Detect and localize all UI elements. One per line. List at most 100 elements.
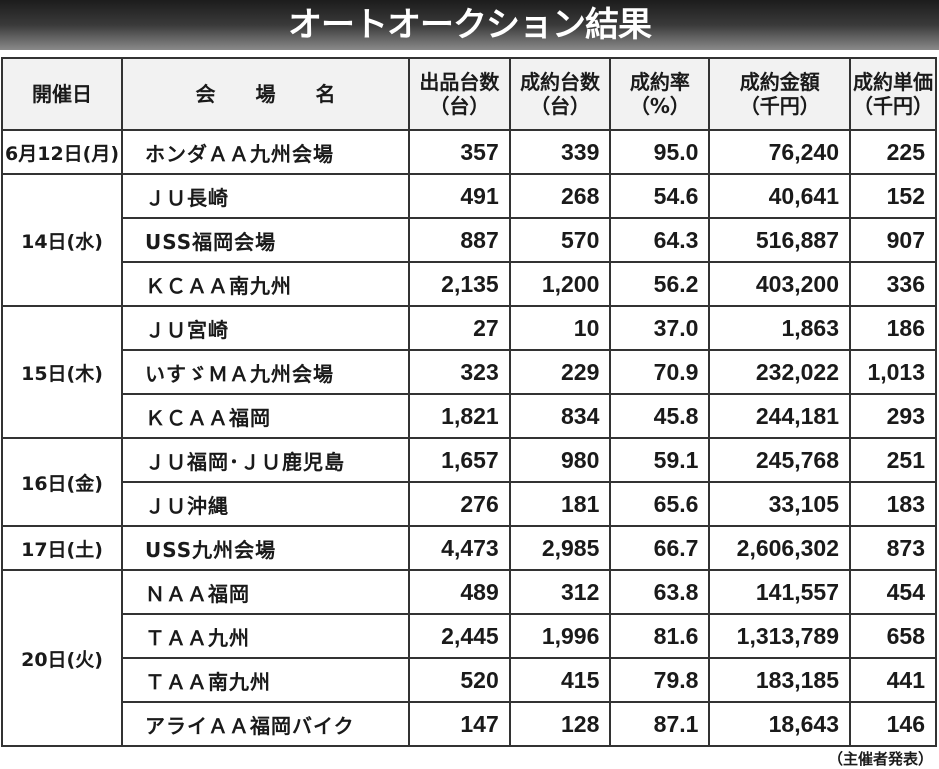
col-unit-price: 成約単価 （千円）: [849, 57, 937, 131]
date-cell: 17日(土): [0, 525, 124, 571]
amount-cell: 33,105: [708, 481, 851, 527]
col-venue: 会 場 名: [121, 57, 411, 131]
rate-cell: 59.1: [609, 437, 711, 483]
amount-cell: 403,200: [708, 261, 851, 307]
amount-cell: 76,240: [708, 129, 851, 175]
sold-cell: 229: [508, 349, 612, 395]
listed-cell: 276: [408, 481, 511, 527]
rate-cell: 81.6: [609, 613, 711, 659]
listed-cell: 357: [408, 129, 511, 175]
unit-price-cell: 186: [849, 305, 937, 351]
unit-price-cell: 873: [849, 525, 937, 571]
venue-cell: ＪＵ沖縄: [121, 481, 411, 527]
table-row: 17日(土) USS九州会場 4,473 2,985 66.7 2,606,302 873: [0, 525, 937, 571]
listed-cell: 1,657: [408, 437, 511, 483]
sold-cell: 570: [508, 217, 612, 263]
table-row: 16日(金) ＪＵ福岡･ＪＵ鹿児島 1,657 980 59.1 245,768 251: [0, 437, 937, 527]
unit-price-cell: 225: [849, 129, 937, 175]
listed-cell: 1,821: [408, 393, 511, 439]
sold-cell: 415: [508, 657, 612, 703]
amount-cell: 183,185: [708, 657, 851, 703]
venue-cell: USS九州会場: [121, 525, 411, 571]
rate-cell: 45.8: [609, 393, 711, 439]
amount-cell: 232,022: [708, 349, 851, 395]
listed-cell: 887: [408, 217, 511, 263]
sold-cell: 1,200: [508, 261, 612, 307]
amount-cell: 245,768: [708, 437, 851, 483]
date-cell: 6月12日(月): [0, 129, 124, 175]
table-row: USS福岡会場 887 570 64.3 516,887 907: [2, 217, 937, 263]
unit-price-cell: 658: [849, 613, 937, 659]
listed-cell: 2,135: [408, 261, 511, 307]
table-row: 14日(水) ＪＵ長崎 491 268 54.6 40,641 152: [0, 173, 937, 307]
date-cell: 20日(火): [0, 569, 124, 747]
amount-cell: 40,641: [708, 173, 851, 219]
venue-cell: ホンダＡＡ九州会場: [121, 129, 411, 175]
rate-cell: 79.8: [609, 657, 711, 703]
sold-cell: 128: [508, 701, 612, 747]
listed-cell: 489: [408, 569, 511, 615]
listed-cell: 2,445: [408, 613, 511, 659]
sold-cell: 339: [508, 129, 612, 175]
unit-price-cell: 441: [849, 657, 937, 703]
sold-cell: 834: [508, 393, 612, 439]
amount-cell: 244,181: [708, 393, 851, 439]
date-cell: 16日(金): [0, 437, 124, 527]
rate-cell: 70.9: [609, 349, 711, 395]
sold-cell: 268: [508, 173, 612, 219]
venue-cell: USS福岡会場: [121, 217, 411, 263]
sold-cell: 1,996: [508, 613, 612, 659]
unit-price-cell: 454: [849, 569, 937, 615]
rate-cell: 87.1: [609, 701, 711, 747]
table-row: ＫＣＡＡ福岡 1,821 834 45.8 244,181 293: [2, 393, 937, 439]
col-sold: 成約台数 （台）: [508, 57, 612, 131]
table-row: 6月12日(月) ホンダＡＡ九州会場 357 339 95.0 76,240 225: [0, 129, 937, 175]
listed-cell: 147: [408, 701, 511, 747]
unit-price-cell: 251: [849, 437, 937, 483]
venue-cell: ＫＣＡＡ南九州: [121, 261, 411, 307]
sold-cell: 10: [508, 305, 612, 351]
unit-price-cell: 336: [849, 261, 937, 307]
unit-price-cell: 293: [849, 393, 937, 439]
listed-cell: 27: [408, 305, 511, 351]
col-date: 開催日: [0, 57, 124, 131]
venue-cell: ＪＵ福岡･ＪＵ鹿児島: [121, 437, 411, 483]
table-row: 20日(火) ＮＡＡ福岡 489 312 63.8 141,557 454: [0, 569, 937, 747]
amount-cell: 1,313,789: [708, 613, 851, 659]
rate-cell: 64.3: [609, 217, 711, 263]
table-row: ＴＡＡ九州 2,445 1,996 81.6 1,313,789 658: [2, 613, 937, 659]
sold-cell: 980: [508, 437, 612, 483]
unit-price-cell: 152: [849, 173, 937, 219]
page-title: オートオークション結果: [0, 0, 939, 50]
rate-cell: 65.6: [609, 481, 711, 527]
venue-cell: ＫＣＡＡ福岡: [121, 393, 411, 439]
venue-cell: ＮＡＡ福岡: [121, 569, 411, 615]
unit-price-cell: 1,013: [849, 349, 937, 395]
listed-cell: 491: [408, 173, 511, 219]
table-row: アライＡＡ福岡バイク 147 128 87.1 18,643 146: [2, 701, 937, 747]
table-row: いすゞＭＡ九州会場 323 229 70.9 232,022 1,013: [2, 349, 937, 395]
listed-cell: 4,473: [408, 525, 511, 571]
auction-results-table: 開催日 会 場 名 出品台数 （台） 成約台数 （台） 成約率 （%） 成約金額 （千円…: [0, 57, 937, 747]
header-row: 開催日 会 場 名 出品台数 （台） 成約台数 （台） 成約率 （%） 成約金額 （千円…: [0, 57, 937, 131]
rate-cell: 54.6: [609, 173, 711, 219]
amount-cell: 1,863: [708, 305, 851, 351]
unit-price-cell: 907: [849, 217, 937, 263]
col-listed: 出品台数 （台）: [408, 57, 511, 131]
date-cell: 15日(木): [0, 305, 124, 439]
venue-cell: ＪＵ長崎: [121, 173, 411, 219]
sold-cell: 2,985: [508, 525, 612, 571]
unit-price-cell: 183: [849, 481, 937, 527]
venue-cell: アライＡＡ福岡バイク: [121, 701, 411, 747]
venue-cell: いすゞＭＡ九州会場: [121, 349, 411, 395]
col-rate: 成約率 （%）: [609, 57, 711, 131]
table-row: ＪＵ沖縄 276 181 65.6 33,105 183: [2, 481, 937, 527]
venue-cell: ＪＵ宮崎: [121, 305, 411, 351]
rate-cell: 66.7: [609, 525, 711, 571]
amount-cell: 2,606,302: [708, 525, 851, 571]
table-row: 15日(木) ＪＵ宮崎 27 10 37.0 1,863 186: [0, 305, 937, 439]
amount-cell: 516,887: [708, 217, 851, 263]
venue-cell: ＴＡＡ九州: [121, 613, 411, 659]
amount-cell: 141,557: [708, 569, 851, 615]
rate-cell: 37.0: [609, 305, 711, 351]
